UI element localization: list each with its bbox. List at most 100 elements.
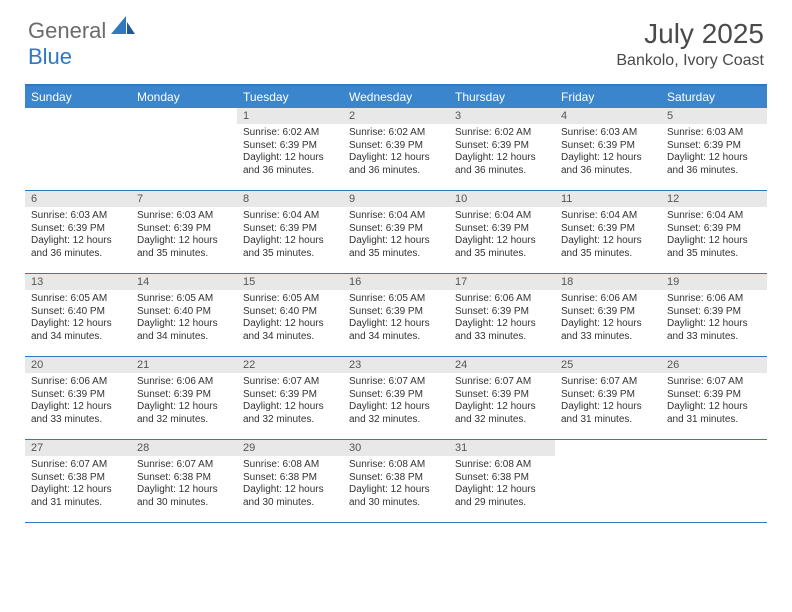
day-number: 15 [237,274,343,290]
day-header: Monday [131,86,237,108]
day-details: Sunrise: 6:02 AMSunset: 6:39 PMDaylight:… [237,124,343,181]
day-number: 22 [237,357,343,373]
day-number: 28 [131,440,237,456]
calendar-cell: 25Sunrise: 6:07 AMSunset: 6:39 PMDayligh… [555,357,661,439]
day-number: 9 [343,191,449,207]
day-header: Friday [555,86,661,108]
day-number: 6 [25,191,131,207]
calendar-cell: 19Sunrise: 6:06 AMSunset: 6:39 PMDayligh… [661,274,767,356]
calendar-cell: 10Sunrise: 6:04 AMSunset: 6:39 PMDayligh… [449,191,555,273]
calendar-cell-empty [555,440,661,522]
calendar-cell: 18Sunrise: 6:06 AMSunset: 6:39 PMDayligh… [555,274,661,356]
day-header: Saturday [661,86,767,108]
day-number: 2 [343,108,449,124]
day-number: 8 [237,191,343,207]
day-number: 26 [661,357,767,373]
day-details: Sunrise: 6:05 AMSunset: 6:40 PMDaylight:… [131,290,237,347]
day-details: Sunrise: 6:07 AMSunset: 6:38 PMDaylight:… [131,456,237,513]
day-details: Sunrise: 6:06 AMSunset: 6:39 PMDaylight:… [131,373,237,430]
day-details: Sunrise: 6:08 AMSunset: 6:38 PMDaylight:… [237,456,343,513]
calendar-cell: 28Sunrise: 6:07 AMSunset: 6:38 PMDayligh… [131,440,237,522]
calendar-cell: 26Sunrise: 6:07 AMSunset: 6:39 PMDayligh… [661,357,767,439]
calendar-cell: 7Sunrise: 6:03 AMSunset: 6:39 PMDaylight… [131,191,237,273]
day-number: 31 [449,440,555,456]
day-number: 4 [555,108,661,124]
logo-text-blue-wrap: Blue [28,44,72,70]
calendar-cell: 24Sunrise: 6:07 AMSunset: 6:39 PMDayligh… [449,357,555,439]
day-number: 1 [237,108,343,124]
calendar-cell-empty [131,108,237,190]
day-number: 24 [449,357,555,373]
day-number: 30 [343,440,449,456]
day-details: Sunrise: 6:03 AMSunset: 6:39 PMDaylight:… [555,124,661,181]
day-number: 14 [131,274,237,290]
calendar-cell: 11Sunrise: 6:04 AMSunset: 6:39 PMDayligh… [555,191,661,273]
day-details: Sunrise: 6:03 AMSunset: 6:39 PMDaylight:… [661,124,767,181]
logo: General [28,18,139,44]
day-details: Sunrise: 6:06 AMSunset: 6:39 PMDaylight:… [25,373,131,430]
calendar-cell: 2Sunrise: 6:02 AMSunset: 6:39 PMDaylight… [343,108,449,190]
calendar-cell: 9Sunrise: 6:04 AMSunset: 6:39 PMDaylight… [343,191,449,273]
calendar-cell: 20Sunrise: 6:06 AMSunset: 6:39 PMDayligh… [25,357,131,439]
day-details: Sunrise: 6:05 AMSunset: 6:39 PMDaylight:… [343,290,449,347]
day-details: Sunrise: 6:06 AMSunset: 6:39 PMDaylight:… [449,290,555,347]
day-details: Sunrise: 6:05 AMSunset: 6:40 PMDaylight:… [25,290,131,347]
calendar-cell: 16Sunrise: 6:05 AMSunset: 6:39 PMDayligh… [343,274,449,356]
calendar-cell: 17Sunrise: 6:06 AMSunset: 6:39 PMDayligh… [449,274,555,356]
day-details: Sunrise: 6:07 AMSunset: 6:39 PMDaylight:… [237,373,343,430]
calendar: SundayMondayTuesdayWednesdayThursdayFrid… [25,84,767,523]
day-number: 27 [25,440,131,456]
day-number: 17 [449,274,555,290]
day-details: Sunrise: 6:07 AMSunset: 6:39 PMDaylight:… [661,373,767,430]
day-details: Sunrise: 6:06 AMSunset: 6:39 PMDaylight:… [555,290,661,347]
location-label: Bankolo, Ivory Coast [616,52,764,70]
day-number: 20 [25,357,131,373]
day-details: Sunrise: 6:02 AMSunset: 6:39 PMDaylight:… [343,124,449,181]
calendar-cell-empty [661,440,767,522]
month-title: July 2025 [616,18,764,50]
calendar-cell: 3Sunrise: 6:02 AMSunset: 6:39 PMDaylight… [449,108,555,190]
day-details: Sunrise: 6:04 AMSunset: 6:39 PMDaylight:… [237,207,343,264]
calendar-row: 1Sunrise: 6:02 AMSunset: 6:39 PMDaylight… [25,108,767,191]
day-details: Sunrise: 6:07 AMSunset: 6:39 PMDaylight:… [449,373,555,430]
day-details: Sunrise: 6:04 AMSunset: 6:39 PMDaylight:… [555,207,661,264]
day-number: 3 [449,108,555,124]
calendar-cell: 27Sunrise: 6:07 AMSunset: 6:38 PMDayligh… [25,440,131,522]
day-number: 12 [661,191,767,207]
day-number: 16 [343,274,449,290]
calendar-cell: 23Sunrise: 6:07 AMSunset: 6:39 PMDayligh… [343,357,449,439]
day-number: 7 [131,191,237,207]
day-details: Sunrise: 6:07 AMSunset: 6:39 PMDaylight:… [343,373,449,430]
calendar-cell: 14Sunrise: 6:05 AMSunset: 6:40 PMDayligh… [131,274,237,356]
logo-text-general: General [28,18,106,44]
calendar-body: 1Sunrise: 6:02 AMSunset: 6:39 PMDaylight… [25,108,767,523]
day-number: 29 [237,440,343,456]
header: General July 2025 Bankolo, Ivory Coast [0,0,792,78]
day-number: 13 [25,274,131,290]
day-details: Sunrise: 6:05 AMSunset: 6:40 PMDaylight:… [237,290,343,347]
calendar-cell: 29Sunrise: 6:08 AMSunset: 6:38 PMDayligh… [237,440,343,522]
calendar-cell: 30Sunrise: 6:08 AMSunset: 6:38 PMDayligh… [343,440,449,522]
calendar-cell: 13Sunrise: 6:05 AMSunset: 6:40 PMDayligh… [25,274,131,356]
calendar-cell: 8Sunrise: 6:04 AMSunset: 6:39 PMDaylight… [237,191,343,273]
calendar-row: 20Sunrise: 6:06 AMSunset: 6:39 PMDayligh… [25,357,767,440]
day-details: Sunrise: 6:04 AMSunset: 6:39 PMDaylight:… [449,207,555,264]
calendar-row: 6Sunrise: 6:03 AMSunset: 6:39 PMDaylight… [25,191,767,274]
day-number: 21 [131,357,237,373]
day-number: 18 [555,274,661,290]
day-details: Sunrise: 6:02 AMSunset: 6:39 PMDaylight:… [449,124,555,181]
day-header: Thursday [449,86,555,108]
calendar-cell: 1Sunrise: 6:02 AMSunset: 6:39 PMDaylight… [237,108,343,190]
day-number: 23 [343,357,449,373]
day-number: 5 [661,108,767,124]
day-details: Sunrise: 6:03 AMSunset: 6:39 PMDaylight:… [131,207,237,264]
logo-sail-icon [111,16,137,41]
day-details: Sunrise: 6:04 AMSunset: 6:39 PMDaylight:… [661,207,767,264]
calendar-cell: 4Sunrise: 6:03 AMSunset: 6:39 PMDaylight… [555,108,661,190]
day-header: Sunday [25,86,131,108]
day-number: 25 [555,357,661,373]
calendar-row: 27Sunrise: 6:07 AMSunset: 6:38 PMDayligh… [25,440,767,523]
day-details: Sunrise: 6:03 AMSunset: 6:39 PMDaylight:… [25,207,131,264]
day-details: Sunrise: 6:08 AMSunset: 6:38 PMDaylight:… [449,456,555,513]
calendar-cell: 5Sunrise: 6:03 AMSunset: 6:39 PMDaylight… [661,108,767,190]
